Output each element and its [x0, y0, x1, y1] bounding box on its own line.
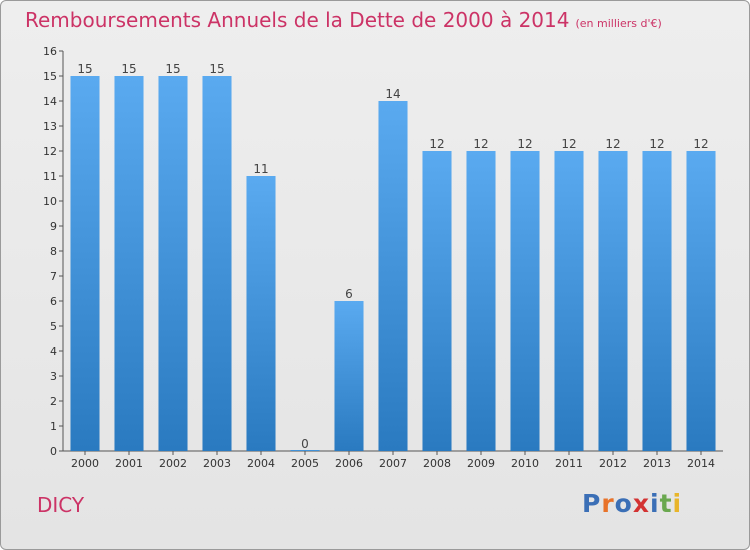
- bar-2009: [466, 151, 496, 451]
- chart-title: Remboursements Annuels de la Dette de 20…: [25, 8, 662, 32]
- x-tick-label: 2006: [335, 457, 363, 470]
- y-tick-label: 13: [43, 120, 57, 133]
- x-axis: 2000 2001 2002 2003 2004 2005 2006 2007 2008 2009…: [63, 450, 723, 470]
- x-tick-label: 2011: [555, 457, 583, 470]
- logo-letter: r: [601, 489, 615, 518]
- bar-series: [70, 76, 716, 451]
- x-tick-label: 2000: [71, 457, 99, 470]
- x-tick-label: 2005: [291, 457, 319, 470]
- logo-letter: o: [614, 489, 633, 518]
- data-label-2005: 0: [301, 437, 309, 451]
- data-label-2012: 12: [605, 137, 620, 151]
- y-tick-label: 11: [43, 170, 57, 183]
- x-tick-label: 2002: [159, 457, 187, 470]
- y-tick-label: 3: [50, 370, 57, 383]
- y-tick-label: 5: [50, 320, 57, 333]
- chart-unit: (en milliers d'€): [575, 17, 662, 30]
- x-tick-label: 2001: [115, 457, 143, 470]
- x-tick-label: 2013: [643, 457, 671, 470]
- logo-letter: i: [650, 489, 660, 518]
- y-tick-label: 16: [43, 45, 57, 58]
- y-tick-label: 4: [50, 345, 57, 358]
- y-tick-label: 0: [50, 445, 57, 458]
- data-label-2011: 12: [561, 137, 576, 151]
- data-label-2001: 15: [121, 62, 136, 76]
- y-tick-label: 14: [43, 95, 57, 108]
- x-tick-label: 2012: [599, 457, 627, 470]
- x-tick-label: 2004: [247, 457, 275, 470]
- bar-2007: [378, 101, 408, 451]
- data-label-2000: 15: [77, 62, 92, 76]
- data-labels: 15 15 15 15 11 0 6 14 12 12 12 12 12 12 12: [77, 62, 708, 451]
- bar-2004: [246, 176, 276, 451]
- x-tick-label: 2007: [379, 457, 407, 470]
- y-tick-label: 8: [50, 245, 57, 258]
- bar-2005: [290, 450, 320, 451]
- data-label-2002: 15: [165, 62, 180, 76]
- bar-2010: [510, 151, 540, 451]
- bar-2012: [598, 151, 628, 451]
- logo-letter: t: [659, 489, 673, 518]
- x-tick-label: 2009: [467, 457, 495, 470]
- x-tick-label: 2008: [423, 457, 451, 470]
- data-label-2007: 14: [385, 87, 400, 101]
- bar-2003: [202, 76, 232, 451]
- data-label-2013: 12: [649, 137, 664, 151]
- bar-2000: [70, 76, 100, 451]
- data-label-2009: 12: [473, 137, 488, 151]
- bar-2011: [554, 151, 584, 451]
- bar-2006: [334, 301, 364, 451]
- bar-2008: [422, 151, 452, 451]
- data-label-2008: 12: [429, 137, 444, 151]
- data-label-2014: 12: [693, 137, 708, 151]
- y-tick-label: 2: [50, 395, 57, 408]
- data-label-2006: 6: [345, 287, 353, 301]
- city-name: DICY: [37, 493, 85, 517]
- bar-2002: [158, 76, 188, 451]
- data-label-2010: 12: [517, 137, 532, 151]
- y-tick-label: 9: [50, 220, 57, 233]
- y-tick-label: 12: [43, 145, 57, 158]
- logo-letter: P: [582, 489, 602, 518]
- x-tick-label: 2010: [511, 457, 539, 470]
- y-tick-label: 15: [43, 70, 57, 83]
- data-label-2004: 11: [253, 162, 268, 176]
- proxiti-logo[interactable]: Proxiti: [582, 489, 682, 518]
- bar-2013: [642, 151, 672, 451]
- y-tick-label: 10: [43, 195, 57, 208]
- x-tick-label: 2003: [203, 457, 231, 470]
- logo-letter: i: [672, 489, 683, 518]
- chart-title-text: Remboursements Annuels de la Dette de 20…: [25, 8, 570, 32]
- logo-letter: x: [632, 489, 650, 518]
- data-label-2003: 15: [209, 62, 224, 76]
- y-tick-label: 1: [50, 420, 57, 433]
- y-tick-label: 6: [50, 295, 57, 308]
- x-tick-label: 2014: [687, 457, 715, 470]
- bar-2014: [686, 151, 716, 451]
- bar-2001: [114, 76, 144, 451]
- y-tick-label: 7: [50, 270, 57, 283]
